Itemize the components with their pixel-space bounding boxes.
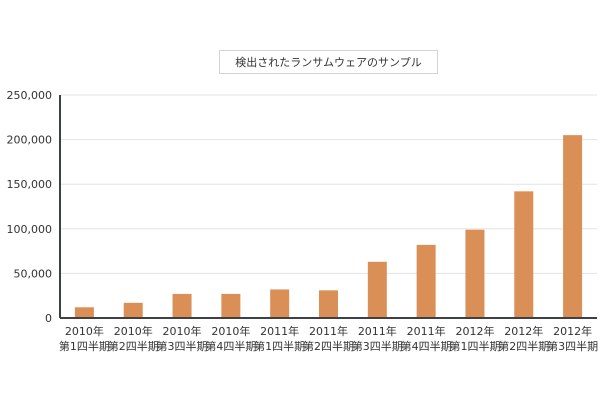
bar <box>319 290 338 318</box>
x-tick-label-year: 2012年 <box>553 324 592 338</box>
x-tick-label-quarter: 第1四半期 <box>59 339 110 353</box>
x-tick-label-quarter: 第3四半期 <box>547 339 598 353</box>
y-tick-label: 50,000 <box>14 267 53 280</box>
x-tick-label: 2011年第2四半期 <box>303 324 354 353</box>
x-tick-label-quarter: 第2四半期 <box>498 339 549 353</box>
bar <box>172 293 192 318</box>
y-tick-label: 150,000 <box>7 178 53 191</box>
bar <box>270 289 290 318</box>
x-tick-label-year: 2012年 <box>504 324 543 338</box>
x-axis-ticks: 2010年第1四半期2010年第2四半期2010年第3四半期2010年第4四半期… <box>59 324 598 353</box>
x-tick-label-year: 2010年 <box>163 324 202 338</box>
x-tick-label: 2011年第1四半期 <box>254 324 305 353</box>
x-tick-label: 2011年第3四半期 <box>352 324 403 353</box>
bar <box>367 261 387 318</box>
x-tick-label: 2010年第2四半期 <box>108 324 159 353</box>
x-tick-label: 2012年第2四半期 <box>498 324 549 353</box>
x-tick-label-quarter: 第3四半期 <box>352 339 403 353</box>
x-tick-label-quarter: 第4四半期 <box>205 339 256 353</box>
axes <box>59 95 597 319</box>
x-tick-label-year: 2011年 <box>407 324 446 338</box>
x-tick-label-quarter: 第1四半期 <box>449 339 500 353</box>
bar <box>221 293 241 318</box>
y-tick-label: 250,000 <box>7 89 53 102</box>
x-tick-label-year: 2010年 <box>211 324 250 338</box>
y-tick-label: 100,000 <box>7 223 53 236</box>
x-tick-label: 2010年第3四半期 <box>157 324 208 353</box>
x-tick-label-quarter: 第3四半期 <box>157 339 208 353</box>
gridlines <box>60 94 597 274</box>
x-tick-label-quarter: 第1四半期 <box>254 339 305 353</box>
bar <box>416 244 436 318</box>
x-tick-label-year: 2012年 <box>455 324 494 338</box>
x-tick-label-quarter: 第2四半期 <box>108 339 159 353</box>
x-tick-label: 2010年第1四半期 <box>59 324 110 353</box>
bar <box>465 229 485 318</box>
x-tick-label-year: 2011年 <box>260 324 299 338</box>
x-tick-label: 2012年第1四半期 <box>449 324 500 353</box>
x-tick-label-quarter: 第2四半期 <box>303 339 354 353</box>
x-tick-label: 2010年第4四半期 <box>205 324 256 353</box>
chart-title: 検出されたランサムウェアのサンプル <box>219 50 438 74</box>
bar <box>563 135 583 318</box>
x-tick-label-year: 2011年 <box>358 324 397 338</box>
bars <box>74 135 583 318</box>
y-axis-ticks: 0 50,000 100,000 150,000 200,000 250,000 <box>7 89 53 325</box>
x-tick-label-quarter: 第4四半期 <box>401 339 452 353</box>
bar <box>74 307 94 318</box>
bar <box>123 302 143 318</box>
x-tick-label: 2012年第3四半期 <box>547 324 598 353</box>
x-tick-label: 2011年第4四半期 <box>401 324 452 353</box>
y-tick-label: 0 <box>45 312 52 325</box>
x-tick-label-year: 2010年 <box>65 324 104 338</box>
y-tick-label: 200,000 <box>7 134 53 147</box>
bar <box>514 191 534 318</box>
x-tick-label-year: 2011年 <box>309 324 348 338</box>
x-tick-label-year: 2010年 <box>114 324 153 338</box>
